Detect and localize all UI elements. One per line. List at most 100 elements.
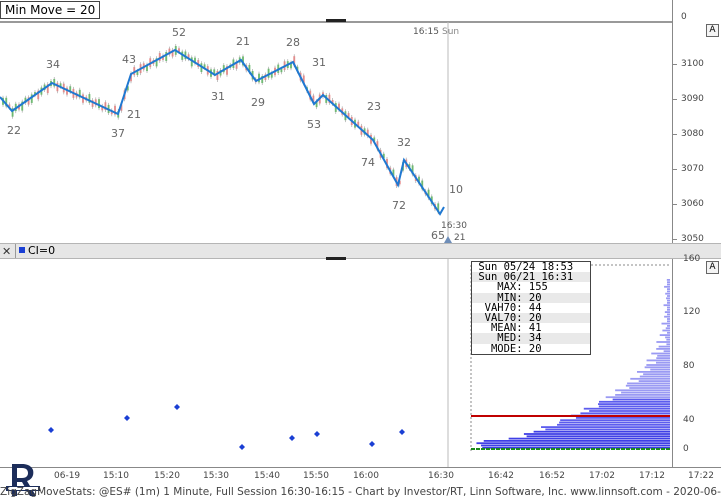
histogram-bar bbox=[605, 396, 670, 399]
zigzag-move-label: 65 bbox=[431, 229, 445, 242]
price-bar bbox=[203, 64, 206, 68]
histogram-bar bbox=[476, 442, 670, 445]
stats-row: Sun 06/21 16:31 bbox=[472, 272, 590, 282]
histogram-bar bbox=[667, 308, 670, 311]
price-bar bbox=[104, 102, 107, 111]
autoscale-button[interactable]: A bbox=[706, 24, 719, 37]
histogram-bar bbox=[541, 426, 670, 428]
price-chart-pane[interactable]: Min Move = 20 16:15 Sun 16:30 21 22 34 37 4… bbox=[0, 0, 721, 244]
price-tick-label: 3060 bbox=[681, 199, 704, 209]
histogram-bar bbox=[666, 338, 670, 341]
price-bar bbox=[328, 94, 331, 103]
price-bar bbox=[146, 64, 148, 72]
session-time-label: 16:15 bbox=[413, 27, 439, 37]
pane-separator[interactable]: ✕ CI=0 bbox=[0, 243, 721, 259]
session-day-label: Sun bbox=[442, 27, 460, 37]
price-bar bbox=[235, 61, 238, 69]
stats-key: VAH70: bbox=[472, 301, 529, 314]
price-bar bbox=[437, 203, 440, 213]
price-bar bbox=[226, 66, 228, 75]
price-bar bbox=[411, 165, 414, 175]
histogram-bar bbox=[557, 423, 670, 426]
price-bar bbox=[357, 121, 360, 127]
price-bar bbox=[293, 56, 296, 66]
price-bar bbox=[126, 86, 129, 91]
zigzag-move-dot bbox=[289, 435, 295, 441]
price-bar bbox=[392, 169, 395, 177]
count-axis[interactable]: A 160 120 80 40 0 bbox=[672, 254, 721, 467]
price-bar bbox=[37, 90, 40, 100]
autoscale-button-lower[interactable]: A bbox=[706, 261, 719, 274]
pane-resize-handle[interactable] bbox=[326, 19, 346, 22]
histogram-bar bbox=[667, 320, 670, 323]
count-tick-label: 80 bbox=[683, 361, 695, 371]
chart-footer-text: ZigZagMoveStats: @ES# (1m) 1 Minute, Ful… bbox=[0, 486, 721, 498]
price-axis[interactable]: 0 A 3100 3090 3080 3070 3060 3050 bbox=[672, 0, 721, 244]
zigzag-move-label: 28 bbox=[286, 36, 300, 49]
histogram-bar bbox=[627, 382, 670, 385]
price-bar bbox=[11, 108, 14, 117]
zigzag-move-dot bbox=[314, 431, 320, 437]
histogram-bar bbox=[666, 297, 670, 300]
histogram-bar bbox=[643, 373, 670, 376]
price-bar bbox=[162, 55, 164, 60]
zigzag-move-dot bbox=[48, 427, 54, 433]
price-bar bbox=[30, 94, 33, 103]
zigzag-move-label: 22 bbox=[7, 124, 21, 137]
price-chart-canvas bbox=[0, 21, 672, 243]
price-tick-label: 3090 bbox=[681, 94, 704, 104]
min-move-label[interactable]: Min Move = 20 bbox=[0, 1, 101, 19]
pane-resize-handle-lower[interactable] bbox=[326, 257, 346, 260]
zigzag-move-dot bbox=[399, 429, 405, 435]
price-bar bbox=[158, 53, 161, 61]
histogram-bar bbox=[666, 279, 670, 281]
time-axis[interactable]: 06-19 15:10 15:20 15:30 15:40 15:50 16:00 16:30… bbox=[0, 467, 721, 487]
price-tick-mark bbox=[673, 239, 677, 240]
price-tick-label: 3080 bbox=[681, 129, 704, 139]
ci-pane-label[interactable]: CI=0 bbox=[28, 244, 56, 257]
price-bar bbox=[114, 105, 116, 115]
stats-chart-pane[interactable]: A 160 120 80 40 0 bbox=[0, 254, 721, 467]
histogram-bar bbox=[663, 304, 670, 307]
price-bar bbox=[155, 58, 158, 67]
price-bar bbox=[101, 105, 104, 111]
stats-value: 20 bbox=[528, 291, 542, 304]
histogram-bar bbox=[621, 391, 670, 394]
stats-key: MEAN: bbox=[472, 322, 529, 335]
price-tick-label: 3100 bbox=[681, 59, 704, 69]
count-tick-label: 120 bbox=[683, 307, 701, 317]
price-bar bbox=[59, 83, 62, 87]
time-tick-label: 16:00 bbox=[353, 471, 379, 481]
time-tick-label: 17:22 bbox=[688, 471, 714, 481]
price-bar bbox=[290, 62, 292, 69]
histogram-bar bbox=[667, 290, 670, 293]
histogram-bar bbox=[659, 334, 670, 336]
histogram-bar bbox=[667, 299, 670, 302]
histogram-bar bbox=[638, 380, 670, 382]
price-bar bbox=[110, 110, 113, 115]
histogram-bar bbox=[667, 313, 670, 316]
price-bar bbox=[56, 82, 59, 92]
price-bar bbox=[194, 57, 196, 64]
histogram-bar bbox=[612, 398, 670, 401]
price-bar bbox=[8, 104, 11, 108]
stats-value: 44 bbox=[528, 301, 542, 314]
histogram-bar bbox=[650, 368, 670, 371]
histogram-bar bbox=[663, 350, 670, 353]
stats-value: 41 bbox=[528, 322, 542, 335]
time-tick-label: 16:52 bbox=[539, 471, 565, 481]
histogram-bar bbox=[545, 428, 670, 431]
stats-key: MODE: bbox=[472, 342, 529, 355]
histogram-bar bbox=[665, 327, 670, 330]
price-bar bbox=[331, 100, 334, 105]
price-bar bbox=[261, 75, 264, 84]
price-bar bbox=[338, 103, 340, 111]
stats-row: MAX: 155 bbox=[472, 282, 590, 293]
zigzag-move-dots bbox=[48, 404, 405, 450]
stats-key: MIN: bbox=[472, 291, 529, 304]
histogram-bar bbox=[662, 329, 670, 332]
close-pane-icon[interactable]: ✕ bbox=[2, 245, 12, 258]
price-bar bbox=[248, 64, 251, 73]
zigzag-move-label: 43 bbox=[122, 53, 136, 66]
histogram-bar bbox=[480, 444, 670, 447]
